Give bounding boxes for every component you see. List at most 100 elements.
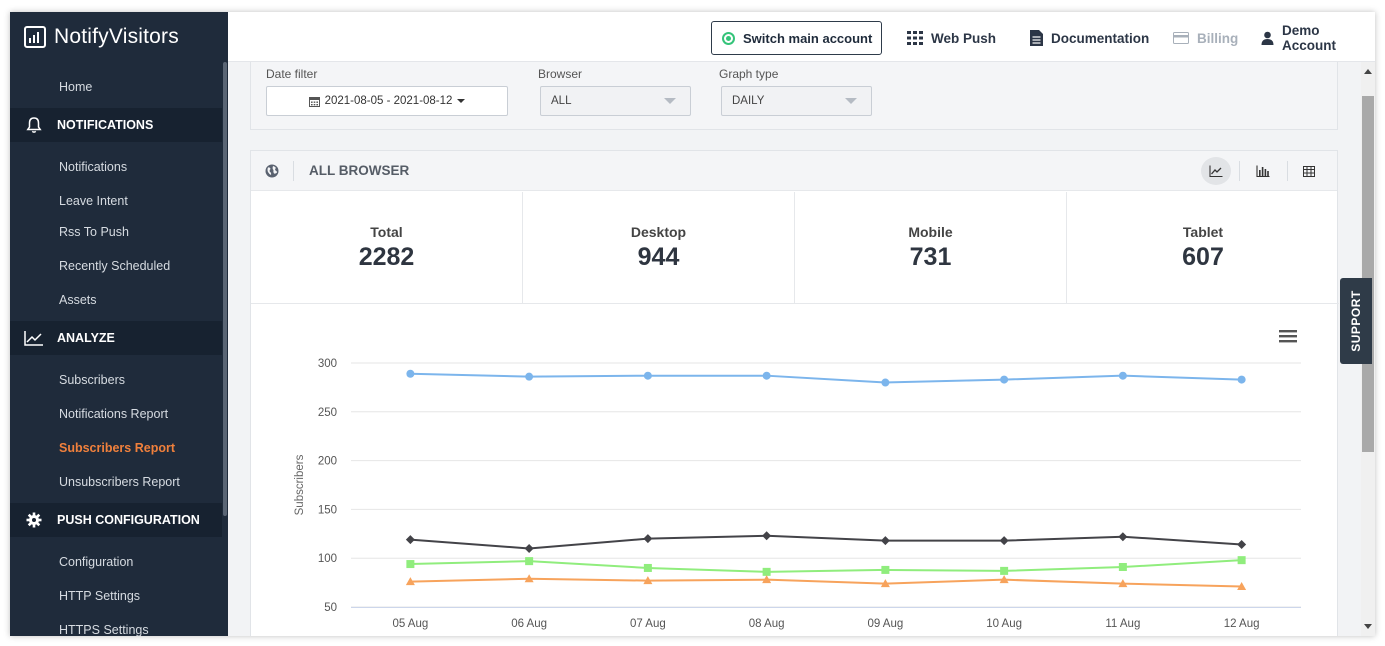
y-tick-label: 100	[318, 553, 337, 565]
graph-type-select[interactable]: DAILY	[721, 86, 872, 116]
data-point	[405, 577, 415, 586]
switch-main-account-label: Switch main account	[743, 30, 873, 46]
chevron-down-icon	[845, 98, 857, 104]
data-point	[762, 371, 771, 380]
stat-label: Total	[370, 224, 403, 240]
sidebar-item-subscribers[interactable]: Subscribers	[59, 373, 125, 387]
browser-select[interactable]: ALL	[540, 86, 691, 116]
y-tick-label: 200	[318, 456, 337, 468]
data-point	[524, 574, 534, 583]
data-point	[762, 575, 772, 584]
support-label: SUPPORT	[1349, 290, 1364, 352]
data-point	[1118, 532, 1128, 542]
data-point	[1118, 371, 1127, 380]
app-window: NotifyVisitors Home NOTIFICATIONS Notifi…	[10, 12, 1375, 636]
sidebar-item-configuration[interactable]: Configuration	[59, 555, 134, 569]
credit-card-icon	[1173, 32, 1189, 44]
chart-menu-button[interactable]	[1279, 329, 1297, 348]
data-point	[643, 576, 653, 585]
account-menu[interactable]: Demo Account	[1261, 23, 1375, 53]
stat-mobile: Mobile 731	[795, 192, 1067, 304]
x-tick-label: 10 Aug	[986, 618, 1022, 630]
stat-value: 2282	[358, 243, 415, 271]
documentation-link[interactable]: Documentation	[1030, 28, 1149, 48]
sidebar-section-analyze[interactable]: ANALYZE	[10, 321, 222, 355]
date-range-value: 2021-08-05 - 2021-08-12	[324, 95, 453, 107]
stat-label: Mobile	[908, 224, 953, 240]
data-point	[643, 371, 652, 380]
grid-icon	[907, 31, 923, 45]
calendar-icon	[308, 96, 320, 107]
data-point	[525, 372, 534, 381]
subscribers-report-card: ALL BROWSER Total 2282 Desktop 94	[250, 150, 1339, 636]
stat-total: Total 2282	[251, 192, 523, 304]
y-tick-label: 250	[318, 407, 337, 419]
sidebar-item-https-settings[interactable]: HTTPS Settings	[59, 623, 149, 636]
data-point	[643, 534, 653, 544]
web-push-link[interactable]: Web Push	[907, 28, 996, 48]
subscribers-line-chart: 50 100 150 200 250 300 05 Aug 06 Aug 07 Aug 08 Au…	[294, 358, 1301, 630]
scroll-down-icon[interactable]	[1364, 624, 1372, 629]
bar-view-button[interactable]	[1248, 157, 1278, 185]
account-name: Demo Account	[1282, 23, 1336, 53]
data-point	[881, 378, 890, 387]
caret-down-icon	[457, 99, 466, 103]
bar-chart-icon	[1256, 165, 1270, 177]
data-point	[406, 560, 415, 569]
table-view-button[interactable]	[1294, 157, 1324, 185]
x-tick-label: 12 Aug	[1224, 618, 1260, 630]
view-divider	[1239, 161, 1240, 181]
billing-link[interactable]: Billing	[1173, 28, 1238, 48]
data-point	[405, 535, 415, 545]
sidebar-item-leave-intent[interactable]: Leave Intent	[59, 194, 128, 208]
sidebar-item-assets[interactable]: Assets	[59, 293, 97, 307]
sidebar-section-label: NOTIFICATIONS	[57, 118, 154, 132]
sidebar-item-recently-scheduled[interactable]: Recently Scheduled	[59, 259, 171, 273]
graph-type-value: DAILY	[732, 95, 765, 107]
chevron-down-icon	[664, 98, 676, 104]
scroll-up-icon[interactable]	[1364, 69, 1372, 74]
sidebar-item-notifications-report[interactable]: Notifications Report	[59, 407, 169, 421]
data-point	[525, 557, 534, 566]
brand-name: NotifyVisitors	[54, 25, 179, 48]
stat-tablet: Tablet 607	[1067, 192, 1339, 304]
top-bar: Switch main account Web Push Documentati…	[228, 12, 1375, 62]
series-line	[410, 577, 1242, 588]
support-tab[interactable]: SUPPORT	[1340, 278, 1372, 364]
sidebar-item-home[interactable]: Home	[59, 80, 93, 94]
hamburger-icon	[1279, 330, 1297, 343]
sidebar-section-push-configuration[interactable]: PUSH CONFIGURATION	[10, 503, 222, 537]
scrollbar-thumb[interactable]	[1362, 96, 1374, 452]
data-point	[762, 567, 771, 576]
line-chart-icon	[24, 329, 44, 347]
switch-main-account-button[interactable]: Switch main account	[711, 21, 882, 55]
sidebar-item-unsubscribers-report[interactable]: Unsubscribers Report	[59, 475, 180, 489]
web-push-label: Web Push	[931, 30, 997, 46]
brand-logo-icon	[24, 26, 46, 48]
x-tick-label: 06 Aug	[511, 618, 547, 630]
sidebar-section-notifications[interactable]: NOTIFICATIONS	[10, 108, 222, 142]
sidebar-item-notifications[interactable]: Notifications	[59, 160, 128, 174]
stat-label: Desktop	[630, 224, 687, 240]
sidebar-item-http-settings[interactable]: HTTP Settings	[59, 589, 141, 603]
sidebar-item-subscribers-report[interactable]: Subscribers Report	[59, 441, 176, 455]
data-point	[999, 575, 1009, 584]
documentation-label: Documentation	[1051, 30, 1150, 46]
stat-desktop: Desktop 944	[523, 192, 795, 304]
sidebar-scrollbar[interactable]	[223, 62, 227, 516]
data-point	[643, 563, 652, 572]
globe-icon	[265, 164, 279, 183]
radio-dot-icon	[722, 31, 735, 45]
brand[interactable]: NotifyVisitors	[10, 12, 228, 62]
user-icon	[1261, 31, 1274, 45]
stat-value: 607	[1182, 243, 1224, 271]
line-view-button[interactable]	[1201, 157, 1231, 185]
date-range-picker[interactable]: 2021-08-05 - 2021-08-12	[266, 86, 508, 116]
sidebar-item-rss-to-push[interactable]: Rss To Push	[59, 225, 129, 239]
y-tick-label: 300	[318, 358, 337, 370]
series-line	[410, 559, 1242, 573]
stat-value: 731	[909, 243, 952, 271]
graph-type-label: Graph type	[719, 67, 779, 81]
series-line	[410, 534, 1242, 550]
y-tick-label: 150	[318, 504, 337, 516]
